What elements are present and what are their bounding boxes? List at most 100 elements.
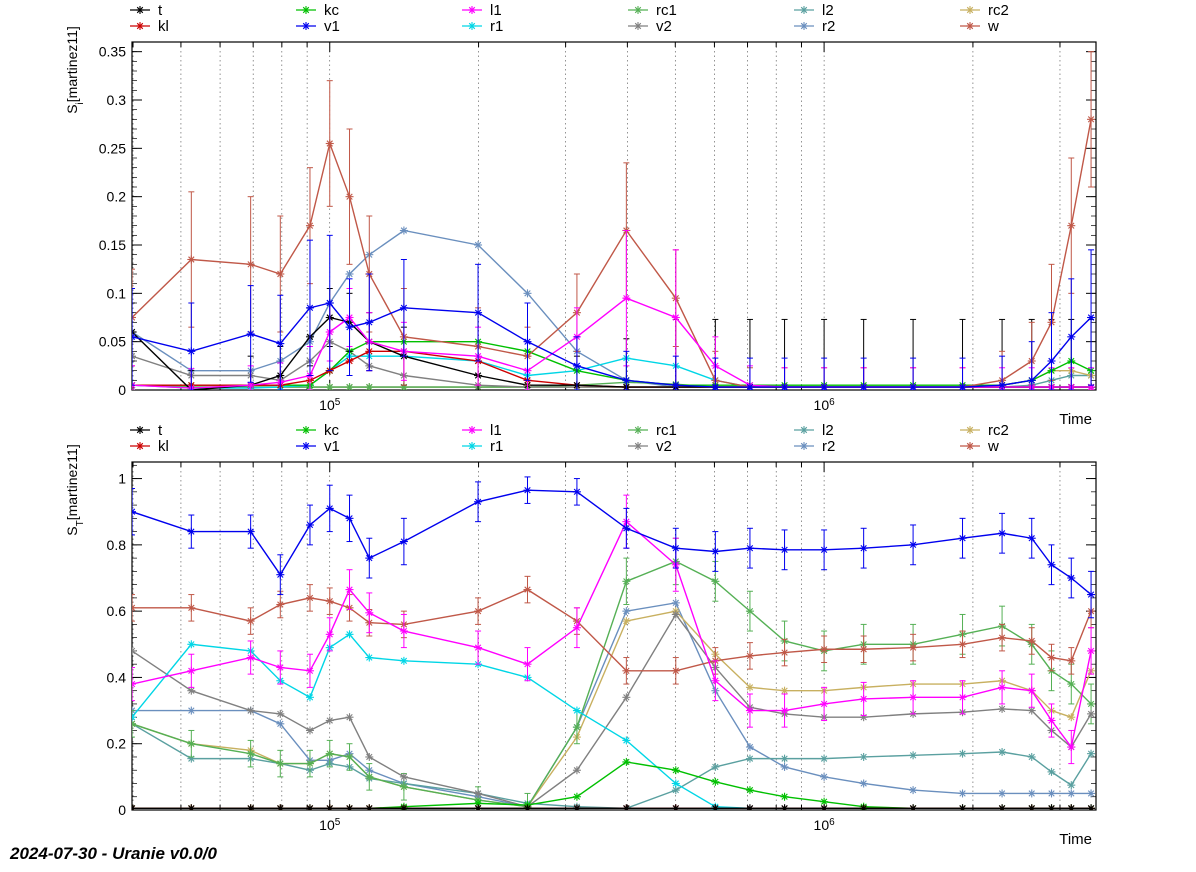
w-legend-marker bbox=[966, 442, 974, 450]
panel2-marker-v2 bbox=[276, 710, 284, 718]
panel2-marker-v2 bbox=[1087, 710, 1095, 718]
panel2-marker-l2 bbox=[746, 755, 754, 763]
panel2-marker-r2 bbox=[187, 707, 195, 715]
panel2-ytick: 0.2 bbox=[107, 736, 127, 752]
panel2-marker-r2 bbox=[1048, 789, 1056, 797]
rc2-legend-marker bbox=[966, 426, 974, 434]
r1-legend-marker bbox=[468, 22, 476, 30]
t-legend-marker bbox=[136, 426, 144, 434]
panel2-marker-v2 bbox=[474, 789, 482, 797]
panel2-ylabel: ST[martinez11] bbox=[64, 444, 86, 535]
panel2-xtick: 105 bbox=[319, 817, 341, 834]
r2-legend-marker bbox=[800, 442, 808, 450]
panel2-marker-l2 bbox=[959, 750, 967, 758]
panel2-marker-kc bbox=[746, 786, 754, 794]
legend-label-rc1: rc1 bbox=[656, 422, 677, 439]
panel2-line-kc bbox=[132, 762, 1091, 808]
rc2-legend-marker bbox=[966, 6, 974, 14]
panel1-line-v2 bbox=[132, 342, 1091, 387]
panel2-marker-v2 bbox=[672, 610, 680, 618]
rc1-legend-marker bbox=[634, 426, 642, 434]
panel2-marker-kc bbox=[672, 766, 680, 774]
panel2-marker-r2 bbox=[1087, 789, 1095, 797]
panel2-marker-r2 bbox=[276, 720, 284, 728]
v1-legend-marker bbox=[302, 22, 310, 30]
panel1-xtick: 106 bbox=[814, 397, 836, 414]
panel2-marker-v2 bbox=[247, 707, 255, 715]
legend-label-kc: kc bbox=[324, 422, 340, 439]
panel2-marker-l2 bbox=[1048, 768, 1056, 776]
panel2-line-w bbox=[132, 590, 1091, 671]
panel2-marker-t bbox=[306, 804, 314, 812]
panel2-marker-t bbox=[365, 804, 373, 812]
panel2-marker-r2 bbox=[746, 743, 754, 751]
panel2-marker-r2 bbox=[909, 786, 917, 794]
panel1-ytick: 0.25 bbox=[99, 140, 126, 156]
panel2-marker-t bbox=[523, 804, 531, 812]
panel2-marker-r1 bbox=[622, 736, 630, 744]
footer-text: 2024-07-30 - Uranie v0.0/0 bbox=[10, 844, 217, 864]
panel2-marker-r1 bbox=[187, 640, 195, 648]
panel2-ytick: 1 bbox=[118, 471, 126, 487]
v2-legend-marker bbox=[634, 22, 642, 30]
l1-legend-marker bbox=[468, 426, 476, 434]
legend-label-t: t bbox=[158, 2, 163, 19]
panel2-marker-t bbox=[746, 804, 754, 812]
panel2-xlabel: Time bbox=[1059, 831, 1092, 848]
r2-legend-marker bbox=[800, 22, 808, 30]
panel1-ytick: 0 bbox=[118, 382, 126, 398]
panel2-line-rc2 bbox=[132, 611, 1091, 807]
panel2-marker-l2 bbox=[998, 748, 1006, 756]
panel2-marker-t bbox=[276, 804, 284, 812]
panel2-marker-r1 bbox=[573, 707, 581, 715]
panel2-marker-l2 bbox=[820, 755, 828, 763]
panel2-grid bbox=[133, 462, 1060, 810]
panel1-ytick: 0.1 bbox=[107, 285, 127, 301]
panel2-marker-t bbox=[474, 804, 482, 812]
panel2-ytick: 0.6 bbox=[107, 603, 127, 619]
panel1-line-kc bbox=[132, 342, 1091, 386]
legend-label-r1: r1 bbox=[490, 18, 503, 35]
panel2-marker-t bbox=[187, 804, 195, 812]
legend-label-l2: l2 bbox=[822, 2, 834, 19]
panel2-line-l2 bbox=[132, 724, 1091, 809]
panel2-marker-v2 bbox=[187, 687, 195, 695]
legend-label-v1: v1 bbox=[324, 18, 340, 35]
legend-label-r2: r2 bbox=[822, 438, 835, 455]
panel2-marker-t bbox=[1048, 804, 1056, 812]
legend-label-v1: v1 bbox=[324, 438, 340, 455]
v1-legend-marker bbox=[302, 442, 310, 450]
panel1-xlabel: Time bbox=[1059, 411, 1092, 428]
panel1-marker-rc1 bbox=[346, 383, 354, 391]
panel2-marker-l2 bbox=[1028, 753, 1036, 761]
panel2-marker-rc2 bbox=[1067, 713, 1075, 721]
panel2-marker-t bbox=[959, 804, 967, 812]
panel2-marker-r2 bbox=[672, 599, 680, 607]
panel2-marker-kc bbox=[781, 793, 789, 801]
panel2-marker-t bbox=[400, 804, 408, 812]
w-legend-marker bbox=[966, 22, 974, 30]
panel1-ytick: 0.05 bbox=[99, 334, 126, 350]
legend-label-v2: v2 bbox=[656, 438, 672, 455]
panel2-line-r2 bbox=[132, 603, 1091, 807]
panel2-marker-r2 bbox=[820, 773, 828, 781]
panel1-xtick: 105 bbox=[319, 397, 341, 414]
panel2-marker-r1 bbox=[400, 657, 408, 665]
panel2-marker-t bbox=[860, 804, 868, 812]
legend-label-v2: v2 bbox=[656, 18, 672, 35]
panel2-xtick: 106 bbox=[814, 817, 836, 834]
panel1-ytick: 0.3 bbox=[107, 92, 127, 108]
panel2-marker-r2 bbox=[1067, 789, 1075, 797]
panel1-ytick: 0.15 bbox=[99, 237, 126, 253]
panel1-marker-r2 bbox=[346, 270, 354, 278]
legend-label-t: t bbox=[158, 422, 163, 439]
panel2-marker-l2 bbox=[1067, 781, 1075, 789]
panel2-marker-kc bbox=[711, 778, 719, 786]
t-legend-marker bbox=[136, 6, 144, 14]
panel2-marker-r2 bbox=[959, 789, 967, 797]
l2-legend-marker bbox=[800, 426, 808, 434]
legend-label-kc: kc bbox=[324, 2, 340, 19]
kl-legend-marker bbox=[136, 442, 144, 450]
panel2-marker-kc bbox=[573, 793, 581, 801]
panel2-marker-t bbox=[909, 804, 917, 812]
